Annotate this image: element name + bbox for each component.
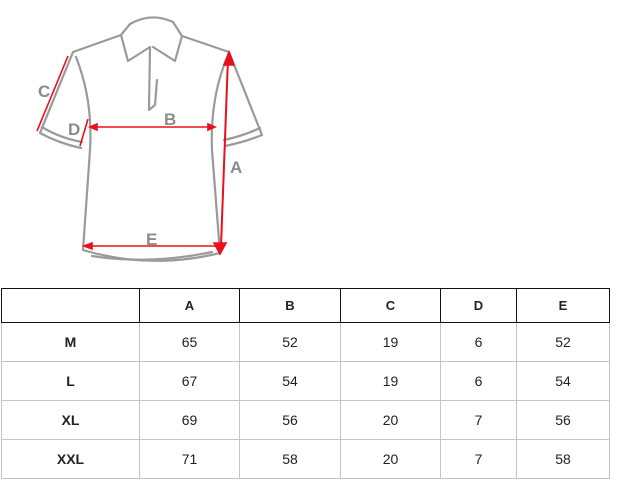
- value-cell: 69: [139, 400, 240, 440]
- value-cell: 19: [340, 322, 441, 362]
- value-cell: 58: [516, 439, 610, 479]
- value-cell: 71: [139, 439, 240, 479]
- table-row: XL 69 56 20 7 56: [1, 400, 610, 440]
- value-cell: 56: [516, 400, 610, 440]
- value-cell: 67: [139, 361, 240, 401]
- size-table: A B C D E M 65 52 19 6 52 L 67 54 19 6 54 XL 69 56 20 7 5…: [1, 288, 610, 479]
- value-cell: 58: [239, 439, 341, 479]
- header-row: A B C D E: [1, 288, 610, 323]
- size-cell: XL: [1, 400, 140, 440]
- table-row: L 67 54 19 6 54: [1, 361, 610, 401]
- size-cell: L: [1, 361, 140, 401]
- header-cell: C: [340, 288, 441, 323]
- value-cell: 6: [440, 361, 517, 401]
- value-cell: 7: [440, 400, 517, 440]
- value-cell: 19: [340, 361, 441, 401]
- value-cell: 65: [139, 322, 240, 362]
- label-b: B: [164, 110, 176, 129]
- header-cell: D: [440, 288, 517, 323]
- arrow-c: [36, 55, 69, 132]
- arrow-a: [220, 57, 229, 247]
- size-cell: XXL: [1, 439, 140, 479]
- value-cell: 54: [516, 361, 610, 401]
- value-cell: 7: [440, 439, 517, 479]
- value-cell: 20: [340, 439, 441, 479]
- value-cell: 20: [340, 400, 441, 440]
- measurement-arrows: [36, 49, 236, 256]
- label-e: E: [146, 230, 157, 249]
- value-cell: 56: [239, 400, 341, 440]
- polo-shirt-diagram: C D B A E: [36, 16, 264, 262]
- table-row: M 65 52 19 6 52: [1, 322, 610, 362]
- header-cell: E: [516, 288, 610, 323]
- header-cell: A: [139, 288, 240, 323]
- label-d: D: [68, 120, 80, 139]
- label-c: C: [38, 82, 50, 101]
- table-row: XXL 71 58 20 7 58: [1, 439, 610, 479]
- size-cell: M: [1, 322, 140, 362]
- header-cell: B: [239, 288, 341, 323]
- value-cell: 52: [239, 322, 341, 362]
- value-cell: 54: [239, 361, 341, 401]
- value-cell: 52: [516, 322, 610, 362]
- value-cell: 6: [440, 322, 517, 362]
- header-cell: [1, 288, 140, 323]
- arrow-d: [79, 118, 89, 147]
- shirt-outline: [38, 16, 264, 262]
- label-a: A: [230, 158, 242, 177]
